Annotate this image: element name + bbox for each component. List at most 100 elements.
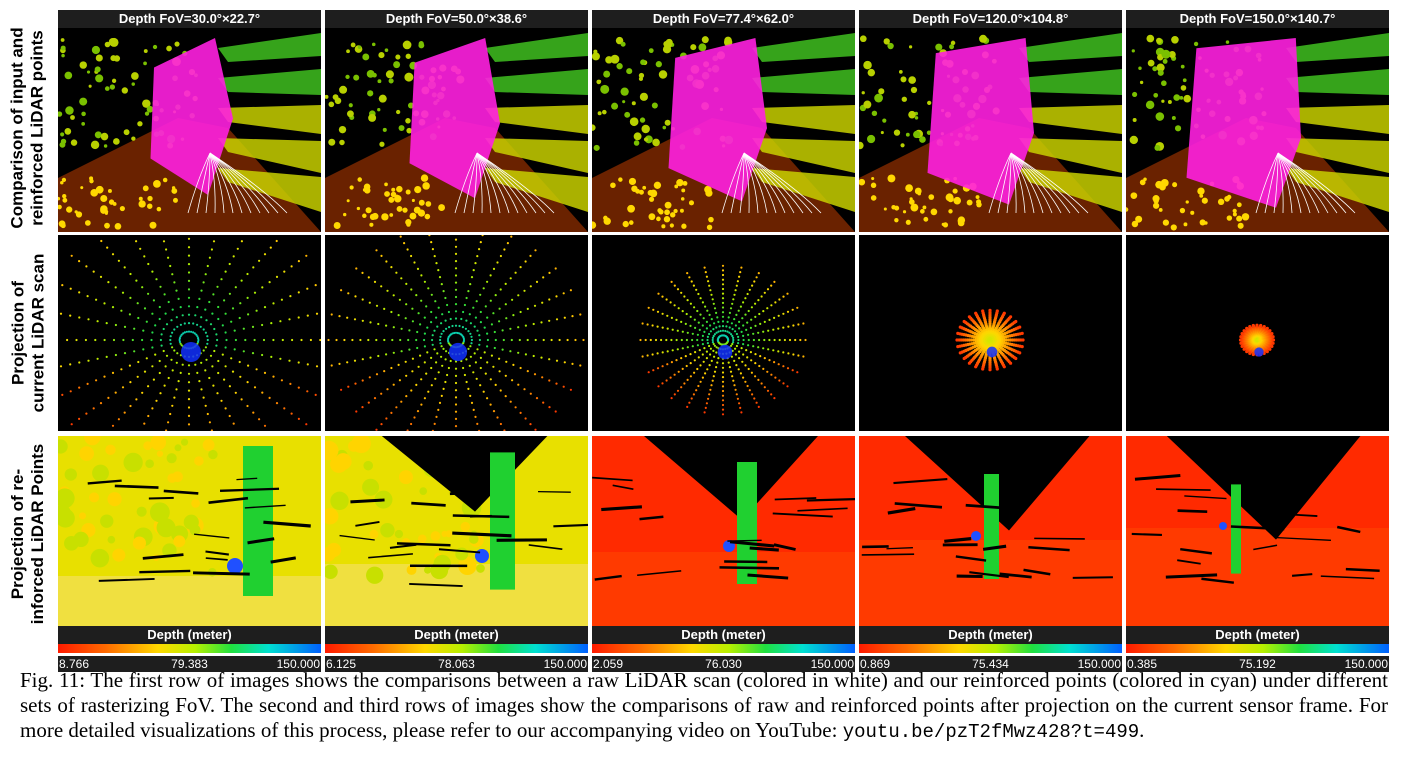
- scan-point: [151, 346, 154, 349]
- foliage-depth: [380, 523, 395, 538]
- scan-point: [435, 262, 438, 265]
- scan-point: [415, 338, 418, 342]
- foliage-point: [339, 85, 348, 94]
- scan-point: [415, 383, 418, 386]
- scan-point: [162, 327, 165, 331]
- scan-point: [430, 356, 433, 359]
- scan-point: [439, 342, 442, 345]
- scan-point: [200, 361, 203, 364]
- foliage-point: [325, 94, 329, 99]
- scan-point: [792, 324, 795, 327]
- ground-point: [648, 196, 655, 202]
- scan-point: [440, 355, 443, 358]
- scan-projection-panel: [592, 235, 855, 431]
- scan-point: [69, 314, 72, 317]
- scan-point: [746, 292, 749, 296]
- scan-point: [757, 405, 760, 408]
- scan-point: [407, 338, 410, 342]
- scan-point: [164, 365, 167, 368]
- scan-point: [297, 417, 300, 420]
- foliage-point: [1180, 85, 1187, 91]
- far-cluster: [717, 344, 733, 360]
- raw-scan-ray: [1277, 152, 1302, 214]
- scan-point: [405, 282, 408, 285]
- scan-point: [738, 327, 741, 330]
- foliage-depth: [84, 436, 101, 446]
- foliage-point: [638, 72, 645, 79]
- scan-point: [479, 241, 482, 244]
- scan-point: [1239, 335, 1243, 339]
- scan-point: [742, 338, 745, 342]
- scan-point: [209, 354, 213, 357]
- foliage-depth: [167, 473, 177, 483]
- raw-scan-ray: [209, 152, 270, 214]
- scan-point: [772, 349, 775, 352]
- scan-point: [665, 338, 668, 342]
- scan-point: [683, 295, 686, 298]
- raw-scan-ray: [1010, 152, 1026, 214]
- foliage-point: [598, 79, 602, 83]
- scan-point: [181, 363, 184, 366]
- scan-point: [208, 256, 211, 259]
- scan-point: [709, 353, 712, 356]
- scan-point: [123, 325, 127, 328]
- caption-url[interactable]: youtu.be/pzT2fMwz428?t=499: [842, 721, 1140, 743]
- scan-point: [532, 354, 535, 358]
- scan-point: [1270, 344, 1274, 348]
- scan-point: [691, 345, 694, 348]
- ground-point: [870, 182, 877, 189]
- scan-point: [270, 322, 273, 325]
- scan-point: [504, 395, 507, 398]
- scan-point: [782, 365, 785, 368]
- scan-point: [261, 323, 264, 327]
- scan-point: [691, 338, 694, 342]
- foliage-point: [914, 116, 919, 120]
- ground-point: [409, 212, 417, 220]
- ground-point: [357, 177, 363, 182]
- scan-point: [416, 346, 419, 350]
- foliage-point: [377, 108, 381, 112]
- scan-point: [385, 417, 388, 420]
- ground-point: [1130, 192, 1138, 200]
- scan-point: [967, 315, 971, 319]
- foliage-point: [908, 110, 916, 119]
- ground-point: [663, 216, 671, 223]
- scan-point: [758, 364, 761, 368]
- scan-point: [760, 382, 763, 385]
- scan-point: [478, 429, 481, 431]
- scan-point: [247, 313, 250, 316]
- scan-point: [470, 276, 474, 279]
- scan-point: [290, 265, 293, 268]
- scan-point: [135, 279, 138, 282]
- scan-point: [1271, 341, 1275, 345]
- foliage-point: [655, 61, 662, 68]
- scan-point: [711, 379, 714, 382]
- scan-point: [437, 306, 440, 309]
- scan-point: [721, 385, 725, 388]
- scan-point: [306, 287, 309, 290]
- scan-point: [220, 278, 223, 281]
- scan-point: [727, 361, 730, 364]
- foliage-point: [143, 61, 147, 66]
- foliage-point: [662, 125, 667, 130]
- scan-point: [395, 406, 398, 409]
- scan-point: [122, 338, 125, 342]
- scan-point: [283, 407, 286, 410]
- scan-point: [151, 365, 154, 368]
- occlusion-gap: [747, 573, 789, 580]
- scan-point: [467, 330, 470, 333]
- scan-point: [1238, 338, 1243, 342]
- scan-point: [512, 314, 515, 317]
- foliage-point: [377, 79, 382, 84]
- foliage-point: [871, 110, 878, 117]
- scan-point: [529, 423, 532, 426]
- foliage-point: [404, 72, 414, 82]
- scan-point: [440, 332, 443, 335]
- scan-point: [705, 327, 708, 330]
- scan-point: [652, 308, 655, 311]
- scan-point: [732, 341, 735, 344]
- scan-point: [297, 291, 300, 294]
- scan-point: [233, 329, 236, 332]
- foliage-point: [979, 34, 988, 43]
- foliage-point: [593, 49, 598, 54]
